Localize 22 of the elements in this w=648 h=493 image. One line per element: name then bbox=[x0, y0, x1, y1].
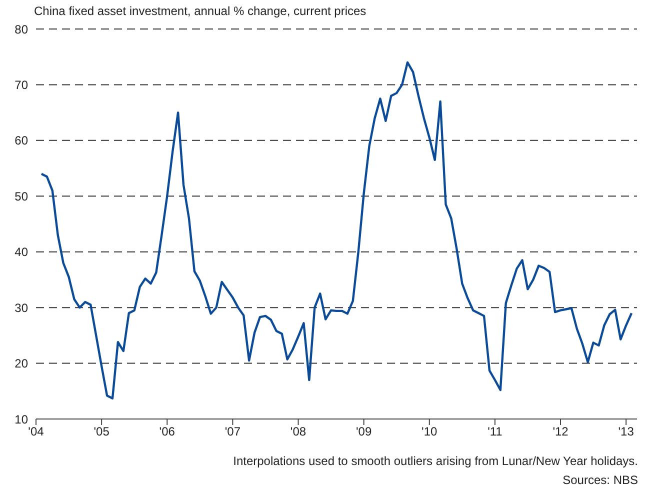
x-tick-label: '07 bbox=[224, 424, 241, 439]
y-tick-label: 30 bbox=[14, 300, 28, 315]
x-tick-label: '06 bbox=[159, 424, 176, 439]
x-tick-label: '05 bbox=[94, 424, 110, 439]
y-tick-label: 80 bbox=[14, 22, 28, 36]
y-tick-label: 20 bbox=[14, 356, 28, 371]
x-tick-label: '11 bbox=[488, 424, 503, 439]
x-tick-label: '13 bbox=[618, 424, 634, 439]
text: Interpolations used to smooth outliers arising from Lunar/New Year holidays. bbox=[233, 453, 638, 470]
y-tick-label: 50 bbox=[14, 189, 28, 204]
line-series bbox=[40, 61, 633, 400]
x-tick-label: '12 bbox=[552, 424, 569, 439]
x-tick-label: '09 bbox=[356, 424, 372, 439]
chart-title: China fixed asset investment, annual % change, current prices bbox=[34, 4, 366, 18]
x-tick-label: '04 bbox=[28, 424, 44, 439]
y-tick-label: 10 bbox=[14, 412, 28, 426]
x-tick-label: '10 bbox=[422, 424, 438, 439]
y-tick-label: 70 bbox=[14, 78, 28, 92]
source-note: Sources: NBS bbox=[562, 472, 638, 489]
x-tick-label: '08 bbox=[290, 424, 306, 439]
y-tick-label: 40 bbox=[14, 245, 28, 260]
y-tick-label: 60 bbox=[14, 134, 28, 148]
